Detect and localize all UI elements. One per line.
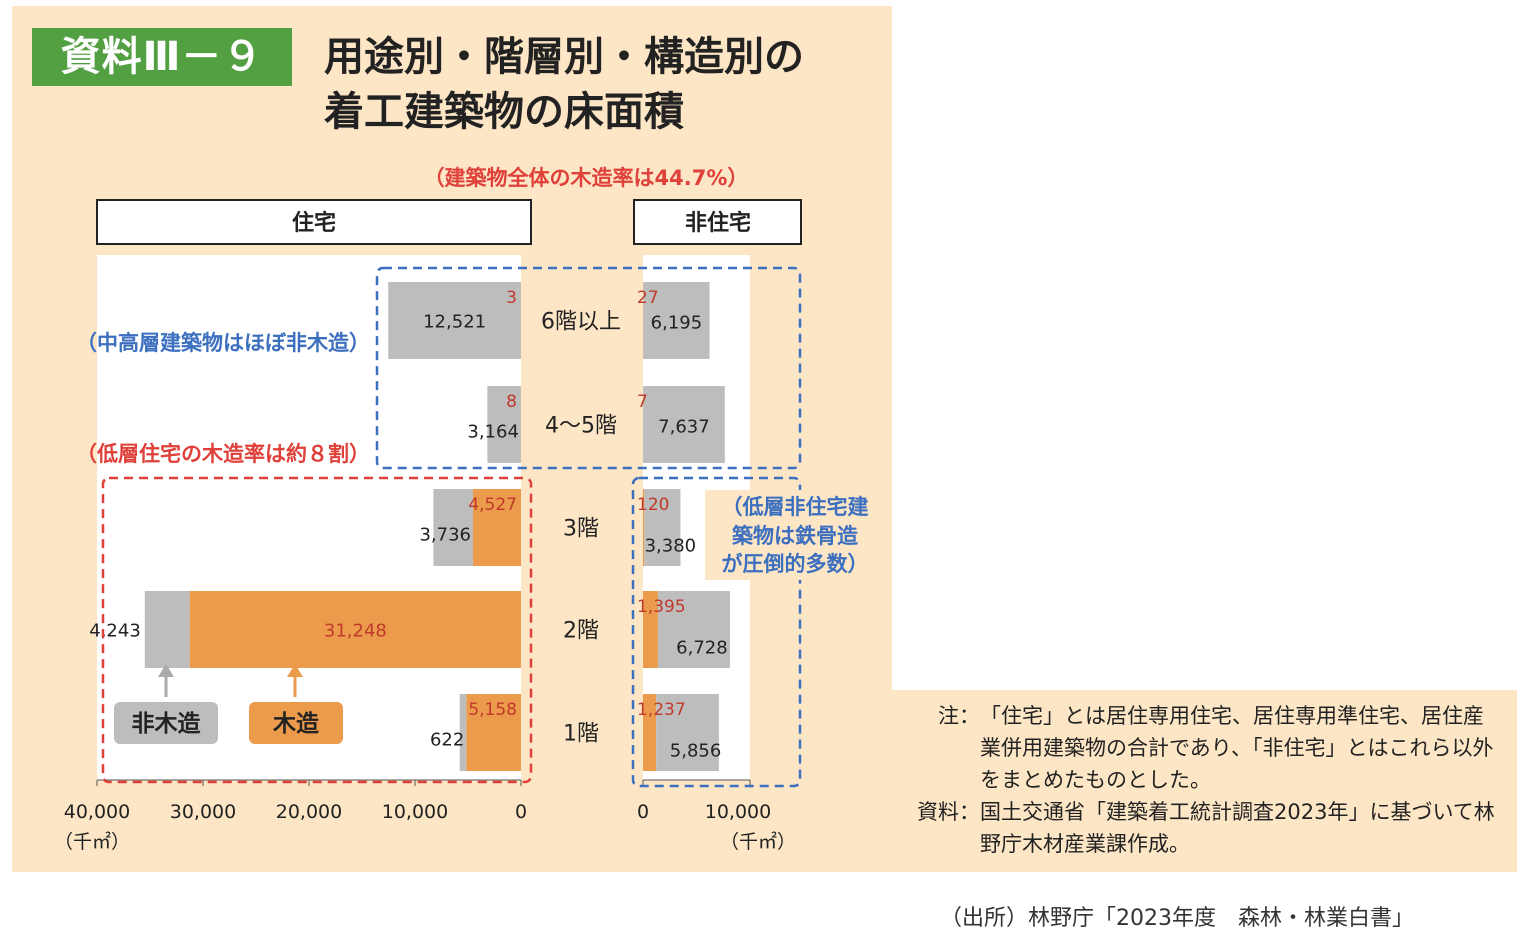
housing-header-box <box>96 199 532 245</box>
nonres-axis-unit: （千㎡） <box>720 830 796 853</box>
note-row: 注： 「住宅」とは居住専用住宅、居住専用準住宅、居住産業併用建築物の合計であり、… <box>900 700 1504 796</box>
nonres-wood-label: 27 <box>637 288 659 308</box>
housing-non-wood-bar <box>487 386 521 463</box>
legend-wood-label: 木造 <box>272 711 320 737</box>
low-rise-nonres-annotation-line3: が圧倒的多数） <box>722 552 869 576</box>
legend-non-wood-label: 非木造 <box>132 711 202 737</box>
legend-non-wood <box>114 702 218 744</box>
title-line-2: 着工建築物の床面積 <box>324 89 684 135</box>
nonres-non-wood-label: 3,380 <box>645 536 697 557</box>
housing-non-wood-label: 622 <box>430 730 464 751</box>
title-line-1: 用途別・階層別・構造別の <box>324 34 804 80</box>
legend-wood <box>249 702 343 744</box>
nonres-wood-bar <box>643 591 658 668</box>
housing-x-tick-label: 30,000 <box>170 801 236 823</box>
floor-category-label: 3階 <box>563 517 599 542</box>
floor-category-label: 1階 <box>563 722 599 747</box>
housing-wood-bar <box>473 489 521 566</box>
housing-wood-label: 4,527 <box>468 495 517 515</box>
housing-header: 住宅 <box>292 210 336 236</box>
housing-non-wood-bar <box>433 489 474 566</box>
nonres-non-wood-label: 6,195 <box>651 313 703 334</box>
nonres-non-wood-bar <box>643 282 710 359</box>
floor-category-label: 2階 <box>563 619 599 644</box>
note-text: 「住宅」とは居住専用住宅、居住専用準住宅、居住産業併用建築物の合計であり、「非住… <box>980 704 1494 792</box>
housing-axis-unit: （千㎡） <box>54 830 130 853</box>
nonres-wood-label: 120 <box>637 495 669 515</box>
nonres-non-wood-label: 6,728 <box>676 638 728 659</box>
floor-category-label: 6階以上 <box>541 310 621 335</box>
housing-wood-bar <box>466 694 521 771</box>
housing-wood-label: 5,158 <box>468 700 517 720</box>
nonres-non-wood-bar <box>644 489 681 566</box>
nonres-wood-label: 7 <box>637 392 648 412</box>
nonres-wood-bar <box>643 694 657 771</box>
nonres-header-box <box>633 199 802 245</box>
housing-x-tick-label: 20,000 <box>276 801 342 823</box>
legend-non-wood-arrow-head <box>158 664 174 677</box>
housing-non-wood-bar <box>459 694 467 771</box>
source-row: 資料： 国土交通省「建築着工統計調査2023年」に基づいて林野庁木材産業課作成。 <box>900 796 1504 860</box>
nonres-non-wood-bar <box>643 386 725 463</box>
low-rise-nonres-annotation-line2: 築物は鉄骨造 <box>731 524 859 548</box>
housing-wood-label: 8 <box>506 392 517 412</box>
notes-panel <box>892 690 1517 872</box>
notes: 注： 「住宅」とは居住専用住宅、居住専用準住宅、居住産業併用建築物の合計であり、… <box>900 700 1504 860</box>
nonres-x-tick-label: 0 <box>637 801 649 823</box>
figure-badge: 資料Ⅲ－９ <box>32 28 292 86</box>
housing-non-wood-label: 4,243 <box>89 621 141 642</box>
housing-x-tick-label: 40,000 <box>64 801 130 823</box>
chart-marks: 3 12,521 27 6,195 6階以上 8 3,164 7 7,637 4〜5階 4,527 3… <box>64 282 771 823</box>
housing-non-wood-label: 3,164 <box>467 422 519 443</box>
footer-source: （出所）林野庁「2023年度 森林・林業白書」 <box>940 906 1414 931</box>
housing-x-tick-label: 10,000 <box>382 801 448 823</box>
nonres-wood-label: 1,395 <box>637 597 686 617</box>
nonres-annotation-bg <box>705 490 883 580</box>
floor-category-label: 4〜5階 <box>545 414 617 439</box>
low-rise-nonres-annotation-line1: （低層非住宅建 <box>722 495 869 519</box>
source-text: 国土交通省「建築着工統計調査2023年」に基づいて林野庁木材産業課作成。 <box>980 800 1495 856</box>
figure-title: 用途別・階層別・構造別の 着工建築物の床面積 <box>324 30 804 140</box>
high-rise-annotation: （中高層建築物はほぼ非木造） <box>76 331 370 355</box>
housing-wood-label: 31,248 <box>324 621 387 642</box>
housing-wood-label: 3 <box>506 288 517 308</box>
housing-x-tick-label: 0 <box>515 801 527 823</box>
low-rise-housing-annotation: （低層住宅の木造率は約８割） <box>76 442 370 466</box>
legend-wood-arrow-head <box>287 664 303 677</box>
nonres-wood-label: 1,237 <box>637 700 686 720</box>
note-key: 注： <box>938 704 980 728</box>
nonres-x-tick-label: 10,000 <box>705 801 771 823</box>
housing-non-wood-bar <box>144 591 190 668</box>
nonres-wood-bar <box>643 489 645 566</box>
housing-non-wood-label: 3,736 <box>419 525 471 546</box>
nonres-non-wood-label: 7,637 <box>658 417 710 438</box>
low-rise-nonres-dashed-box <box>631 476 802 788</box>
high-rise-dashed-box <box>375 266 802 470</box>
nonres-non-wood-bar <box>656 694 719 771</box>
source-key: 資料： <box>917 800 980 824</box>
housing-non-wood-label: 12,521 <box>423 312 486 333</box>
overall-wood-rate-annotation: （建築物全体の木造率は44.7%） <box>423 166 749 190</box>
nonres-header: 非住宅 <box>685 210 751 236</box>
nonres-non-wood-bar <box>657 591 730 668</box>
housing-non-wood-bar <box>388 282 521 359</box>
housing-wood-bar <box>189 591 522 668</box>
nonres-non-wood-label: 5,856 <box>670 741 722 762</box>
low-rise-housing-dashed-box <box>101 476 533 784</box>
